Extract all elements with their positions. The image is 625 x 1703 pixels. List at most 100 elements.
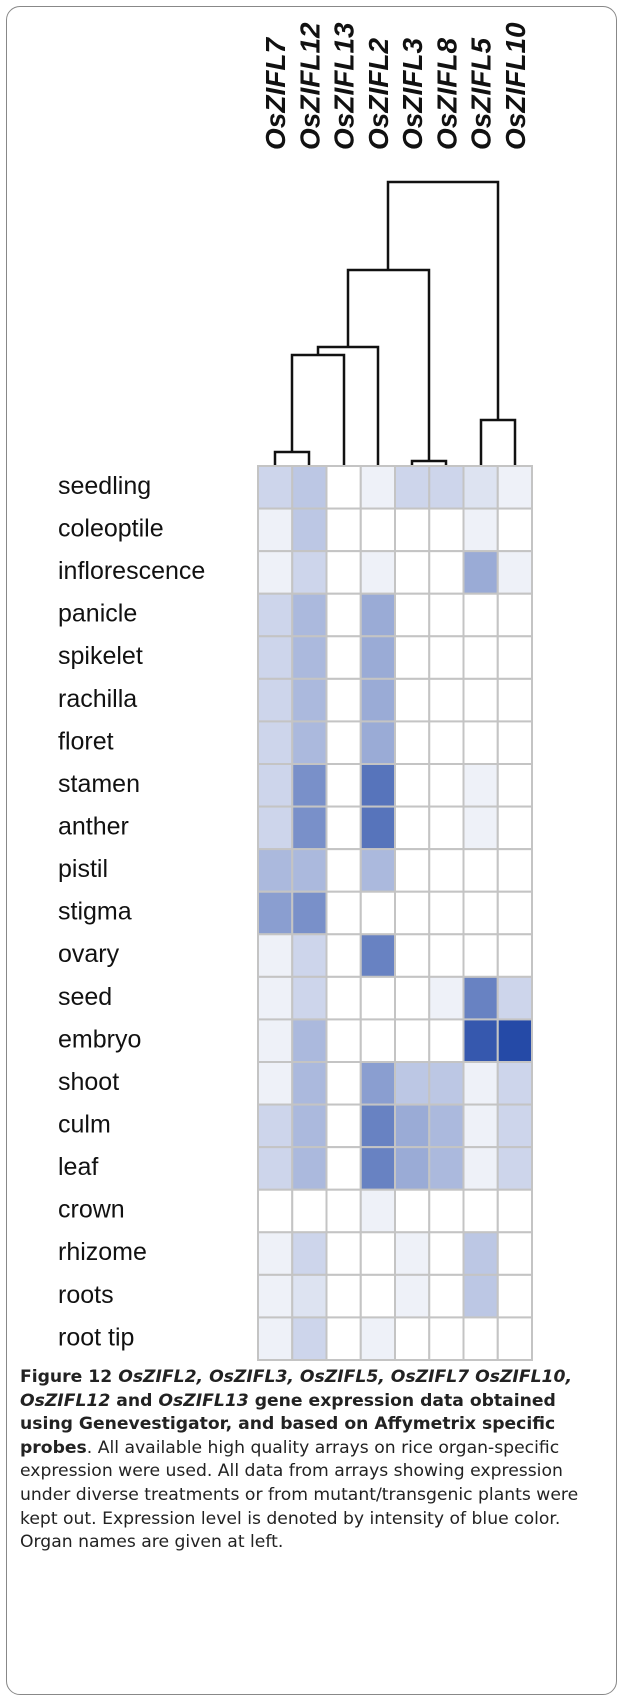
heat-cell xyxy=(291,1103,328,1149)
heat-cell xyxy=(291,1273,328,1319)
heat-cell xyxy=(394,592,431,638)
column-label: OsZIFL8 xyxy=(431,38,462,150)
caption-text: OsZIFL13 xyxy=(158,1390,249,1411)
caption-text: OsZIFL2, OsZIFL3, OsZIFL5, OsZIFL7 OsZIF… xyxy=(20,1367,572,1411)
heat-cell xyxy=(462,890,499,936)
heat-cell xyxy=(462,677,499,723)
column-label: OsZIFL10 xyxy=(500,22,531,150)
heat-cell xyxy=(325,890,362,936)
heat-cell xyxy=(325,1061,362,1106)
heat-cell xyxy=(257,1061,294,1106)
heat-cell xyxy=(428,1273,465,1319)
heat-cell xyxy=(462,975,499,1021)
dendro-branch xyxy=(346,268,431,461)
heat-cell xyxy=(394,1061,431,1106)
heat-cell xyxy=(428,975,465,1021)
heat-cell xyxy=(257,848,294,893)
heat-cell xyxy=(496,805,533,851)
heat-cell xyxy=(394,720,431,766)
heat-cell xyxy=(462,465,499,510)
heat-cell xyxy=(359,805,396,851)
caption-text: Figure 12 xyxy=(20,1367,119,1387)
heat-cell xyxy=(359,720,396,766)
heat-cell xyxy=(394,975,431,1021)
heat-cell xyxy=(496,1061,533,1106)
heat-cell xyxy=(394,1316,431,1362)
heat-cell xyxy=(359,848,396,893)
row-label: rhizome xyxy=(58,1238,147,1266)
heat-cell xyxy=(462,720,499,766)
heat-cell xyxy=(325,720,362,766)
heat-cell xyxy=(257,592,294,638)
heat-cell xyxy=(428,677,465,723)
row-label: floret xyxy=(58,727,114,755)
heat-cell xyxy=(325,1273,362,1319)
heat-cell xyxy=(325,507,362,553)
heat-cell xyxy=(291,975,328,1021)
heat-cell xyxy=(359,1273,396,1319)
heat-cell xyxy=(325,635,362,680)
heat-cell xyxy=(257,805,294,851)
heat-cell xyxy=(394,465,431,510)
heat-cell xyxy=(291,465,328,510)
row-label: seed xyxy=(58,983,112,1011)
heat-cell xyxy=(496,975,533,1021)
heat-cell xyxy=(359,507,396,553)
heat-cell xyxy=(462,1316,499,1362)
heat-cell xyxy=(394,1103,431,1149)
heat-cell xyxy=(394,1188,431,1234)
dendrogram xyxy=(273,180,517,466)
heat-cell xyxy=(496,677,533,723)
heat-cell xyxy=(428,1316,465,1362)
row-label: stamen xyxy=(58,770,140,798)
heat-cell xyxy=(359,975,396,1021)
heat-cell xyxy=(462,507,499,553)
heat-cell xyxy=(496,507,533,553)
heat-cell xyxy=(325,1018,362,1064)
heat-cell xyxy=(496,848,533,893)
heat-cell xyxy=(291,507,328,553)
heat-cell xyxy=(257,635,294,680)
heat-cell xyxy=(428,933,465,978)
heat-cell xyxy=(257,1103,294,1149)
heat-cell xyxy=(428,805,465,851)
column-label: OsZIFL12 xyxy=(294,22,325,150)
heat-cell xyxy=(359,1188,396,1234)
heat-cell xyxy=(325,1146,362,1191)
column-label: OsZIFL13 xyxy=(329,22,360,150)
heat-cell xyxy=(462,1146,499,1191)
heat-cell xyxy=(257,507,294,553)
heat-cell xyxy=(428,1103,465,1149)
heat-cell xyxy=(428,890,465,936)
column-label: OsZIFL5 xyxy=(466,38,497,150)
heat-cell xyxy=(257,933,294,978)
row-label: seedling xyxy=(58,472,151,500)
row-label: leaf xyxy=(58,1153,98,1181)
heat-cell xyxy=(496,890,533,936)
heat-cell xyxy=(394,1231,431,1276)
heat-cell xyxy=(428,720,465,766)
heat-cell xyxy=(325,1231,362,1276)
heat-cell xyxy=(496,550,533,595)
heat-cell xyxy=(325,677,362,723)
heat-cell xyxy=(325,848,362,893)
row-label: rachilla xyxy=(58,685,137,713)
row-label: anther xyxy=(58,812,129,840)
row-label: root tip xyxy=(58,1323,134,1351)
heat-cell xyxy=(359,1018,396,1064)
row-label: coleoptile xyxy=(58,514,164,542)
heat-cell xyxy=(291,550,328,595)
heat-cell xyxy=(394,1018,431,1064)
heat-cell xyxy=(496,720,533,766)
heat-cell xyxy=(257,1146,294,1191)
figure-border xyxy=(6,6,617,1695)
heat-cell xyxy=(394,933,431,978)
row-label: ovary xyxy=(58,940,120,968)
heat-cell xyxy=(394,1146,431,1191)
heat-cell xyxy=(359,890,396,936)
heat-cell xyxy=(291,933,328,978)
heat-cell xyxy=(291,1188,328,1234)
heat-cell xyxy=(359,677,396,723)
heat-cell xyxy=(496,1273,533,1319)
